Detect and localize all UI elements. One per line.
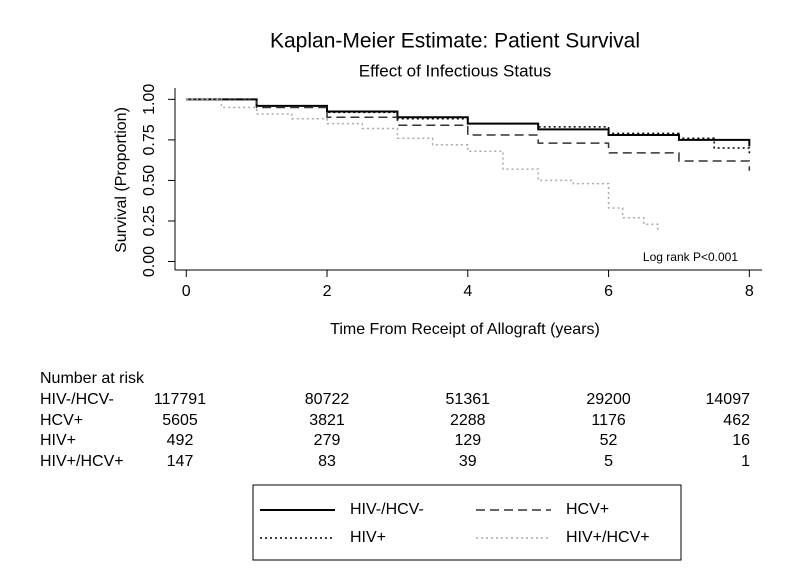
risk-row-label: HIV-/HCV- — [40, 391, 114, 408]
legend-label: HCV+ — [566, 501, 609, 518]
risk-count: 147 — [167, 453, 194, 470]
x-tick-label: 2 — [323, 283, 332, 300]
risk-count: 51361 — [446, 391, 491, 408]
y-tick-label: 0.50 — [141, 165, 158, 196]
risk-table-title: Number at risk — [40, 370, 145, 387]
legend-label: HIV+ — [350, 529, 386, 546]
y-axis-label: Survival (Proportion) — [113, 107, 130, 253]
risk-count: 2288 — [450, 412, 486, 429]
survival-line — [186, 98, 659, 231]
y-tick-label: 0.00 — [141, 246, 158, 277]
risk-count: 117791 — [154, 391, 206, 408]
chart-subtitle: Effect of Infectious Status — [359, 61, 551, 80]
risk-count: 39 — [459, 453, 477, 470]
survival-line — [186, 98, 751, 155]
risk-count: 1 — [741, 453, 750, 470]
x-tick-label: 8 — [745, 283, 754, 300]
legend-label: HIV-/HCV- — [350, 501, 424, 518]
risk-count: 80722 — [305, 391, 350, 408]
risk-count: 83 — [318, 453, 336, 470]
annotation: Log rank P<0.001 — [643, 250, 738, 264]
risk-count: 5 — [604, 453, 613, 470]
risk-count: 462 — [723, 412, 750, 429]
chart-title: Kaplan-Meier Estimate: Patient Survival — [270, 30, 640, 53]
risk-count: 29200 — [586, 391, 631, 408]
risk-count: 129 — [454, 432, 481, 449]
risk-count: 492 — [167, 432, 194, 449]
risk-row-label: HIV+ — [40, 432, 76, 449]
risk-count: 52 — [600, 432, 618, 449]
y-tick-label: 0.75 — [141, 124, 158, 155]
risk-count: 16 — [732, 432, 750, 449]
x-tick-label: 6 — [604, 283, 613, 300]
x-tick-label: 0 — [182, 283, 191, 300]
legend-label: HIV+/HCV+ — [566, 529, 650, 546]
survival-line — [186, 98, 751, 171]
risk-row-label: HIV+/HCV+ — [40, 453, 124, 470]
risk-row-label: HCV+ — [40, 412, 83, 429]
legend-box — [252, 484, 682, 561]
risk-count: 3821 — [309, 412, 345, 429]
risk-count: 1176 — [591, 412, 626, 429]
x-tick-label: 4 — [463, 283, 472, 300]
y-tick-label: 0.25 — [141, 205, 158, 236]
y-tick-label: 1.00 — [141, 84, 158, 115]
x-axis-label: Time From Receipt of Allograft (years) — [330, 321, 600, 338]
risk-count: 14097 — [706, 391, 751, 408]
risk-count: 5605 — [162, 412, 198, 429]
risk-count: 279 — [314, 432, 341, 449]
